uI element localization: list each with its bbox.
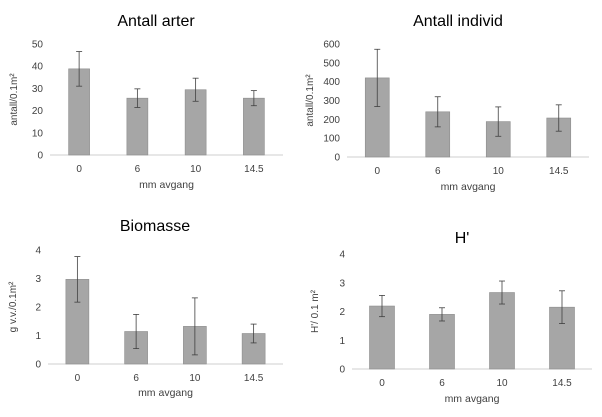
x-tick-label: 14.5 [244, 373, 264, 384]
chart-panel-4: H' 0 1 2 3 4 0 6 10 14.5 mm avgang H'/ 0.1 m² [310, 230, 592, 405]
y-tick-label: 3 [35, 274, 41, 285]
y-tick-label: 0 [339, 365, 345, 376]
y-tick-label: 0 [334, 153, 340, 164]
x-tick-label: 10 [496, 378, 508, 389]
y-tick-label: 0 [37, 151, 43, 162]
y-tick-label: 200 [323, 115, 340, 126]
y-tick-label: 4 [35, 246, 41, 257]
y-tick-label: 300 [323, 96, 340, 107]
chart-title: Antall individ [413, 13, 503, 30]
y-tick-label: 20 [32, 106, 44, 117]
x-axis-label: mm avgang [139, 179, 194, 191]
x-axis-label: mm avgang [445, 393, 500, 405]
x-tick-label: 10 [493, 166, 505, 177]
x-tick-label: 6 [435, 166, 441, 177]
y-tick-label: 400 [323, 77, 340, 88]
y-axis-label: antall/0.1m² [305, 74, 316, 127]
y-axis-label: antall/0.1m² [9, 73, 20, 126]
x-tick-label: 14.5 [552, 378, 572, 389]
x-tick-label: 10 [189, 373, 201, 384]
y-tick-label: 40 [32, 62, 44, 73]
chart-title: Biomasse [120, 218, 190, 235]
x-axis-label: mm avgang [138, 387, 193, 399]
bar [429, 314, 455, 370]
x-tick-label: 6 [135, 164, 141, 175]
chart-panel-3: Biomasse 0 1 2 3 4 0 6 10 14.5 mm avgang g v.v./0.1… [8, 218, 283, 399]
y-tick-label: 3 [339, 278, 345, 289]
y-tick-label: 2 [35, 303, 41, 314]
x-tick-label: 6 [133, 373, 139, 384]
chart-title: H' [455, 230, 470, 247]
x-tick-label: 10 [190, 164, 202, 175]
y-tick-label: 100 [323, 134, 340, 145]
y-tick-label: 500 [323, 58, 340, 69]
y-tick-label: 1 [35, 331, 41, 342]
y-tick-label: 50 [32, 40, 44, 51]
bar [243, 97, 265, 156]
x-tick-label: 0 [379, 378, 385, 389]
x-tick-label: 14.5 [549, 166, 569, 177]
chart-panel-2: Antall individ 0 100 200 300 400 500 600 0 6 10 14.… [305, 13, 589, 193]
y-axis-label: g v.v./0.1m² [8, 281, 19, 332]
x-tick-label: 0 [374, 166, 380, 177]
x-tick-label: 0 [75, 373, 81, 384]
y-tick-label: 1 [339, 336, 345, 347]
y-tick-label: 2 [339, 307, 345, 318]
y-tick-label: 10 [32, 128, 44, 139]
y-tick-label: 0 [35, 360, 41, 371]
y-tick-label: 30 [32, 84, 44, 95]
y-axis-label: H'/ 0.1 m² [310, 289, 321, 333]
chart-panel-1: Antall arter 0 10 20 30 40 50 0 6 10 14.5 mm avgang… [9, 13, 283, 191]
x-tick-label: 14.5 [244, 164, 264, 175]
x-axis-label: mm avgang [441, 181, 496, 193]
chart-title: Antall arter [117, 13, 195, 30]
bar [489, 292, 515, 370]
y-tick-label: 600 [323, 40, 340, 51]
y-tick-label: 4 [339, 250, 345, 261]
x-tick-label: 0 [76, 164, 82, 175]
x-tick-label: 6 [439, 378, 445, 389]
